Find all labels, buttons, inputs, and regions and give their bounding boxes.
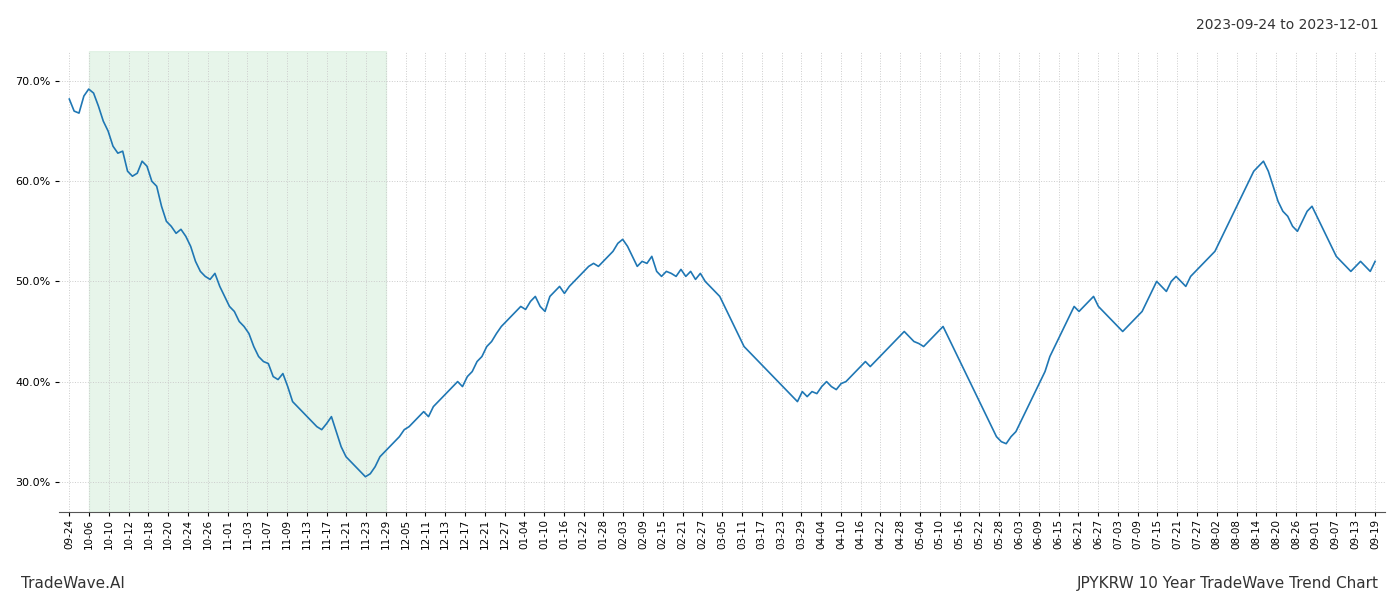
Text: JPYKRW 10 Year TradeWave Trend Chart: JPYKRW 10 Year TradeWave Trend Chart	[1077, 576, 1379, 591]
Bar	[90, 51, 386, 512]
Text: 2023-09-24 to 2023-12-01: 2023-09-24 to 2023-12-01	[1197, 18, 1379, 32]
Text: TradeWave.AI: TradeWave.AI	[21, 576, 125, 591]
